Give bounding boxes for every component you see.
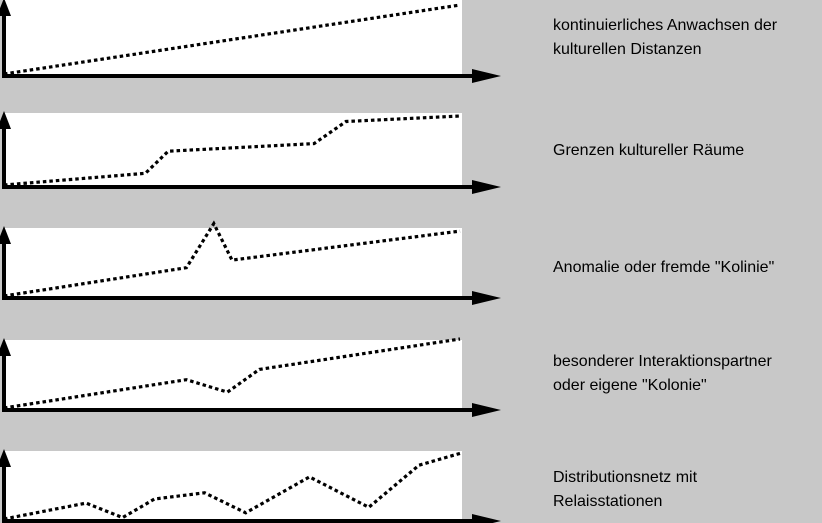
- panel-2-x-axis-arrow: [472, 180, 501, 194]
- caption-4-line-2: oder eigene "Kolonie": [553, 377, 707, 394]
- panel-4-background: [4, 340, 462, 410]
- panel-5-x-axis-arrow: [472, 514, 501, 523]
- panel-3-profile-line: [3, 220, 461, 298]
- caption-3-line-1: Anomalie oder fremde "Kolinie": [553, 259, 775, 276]
- caption-5-line-2: Relaisstationen: [553, 493, 663, 510]
- panel-1-x-axis-arrow: [472, 69, 501, 83]
- panel-2-profile-line: [3, 114, 461, 187]
- panel-2-y-axis-arrow: [0, 111, 11, 129]
- caption-5: Distributionsnetz mit Relaisstationen: [553, 466, 697, 514]
- caption-4: besonderer Interaktionspartner oder eige…: [553, 350, 772, 398]
- panel-4-x-axis-arrow: [472, 403, 501, 417]
- panel-5-y-axis-arrow: [0, 449, 11, 467]
- caption-2: Grenzen kultureller Räume: [553, 139, 744, 163]
- caption-4-line-1: besonderer Interaktionspartner: [553, 353, 772, 370]
- panel-4-profile-line: [3, 337, 461, 410]
- panel-1-y-axis-arrow: [0, 0, 11, 16]
- panel-1-profile-line: [3, 3, 461, 76]
- panel-2-background: [4, 113, 462, 187]
- caption-1-line-2: kulturellen Distanzen: [553, 41, 702, 58]
- caption-1-line-1: kontinuierliches Anwachsen der: [553, 17, 778, 34]
- panel-3-y-axis-arrow: [0, 226, 11, 244]
- caption-5-line-1: Distributionsnetz mit: [553, 469, 698, 486]
- caption-3: Anomalie oder fremde "Kolinie": [553, 256, 774, 280]
- panel-5-background: [4, 451, 462, 521]
- panel-1-background: [4, 0, 462, 76]
- caption-1: kontinuierliches Anwachsen der kulturell…: [553, 14, 777, 62]
- panel-4-y-axis-arrow: [0, 338, 11, 356]
- panel-3-background: [4, 228, 462, 298]
- caption-2-line-1: Grenzen kultureller Räume: [553, 142, 745, 159]
- panel-3-x-axis-arrow: [472, 291, 501, 305]
